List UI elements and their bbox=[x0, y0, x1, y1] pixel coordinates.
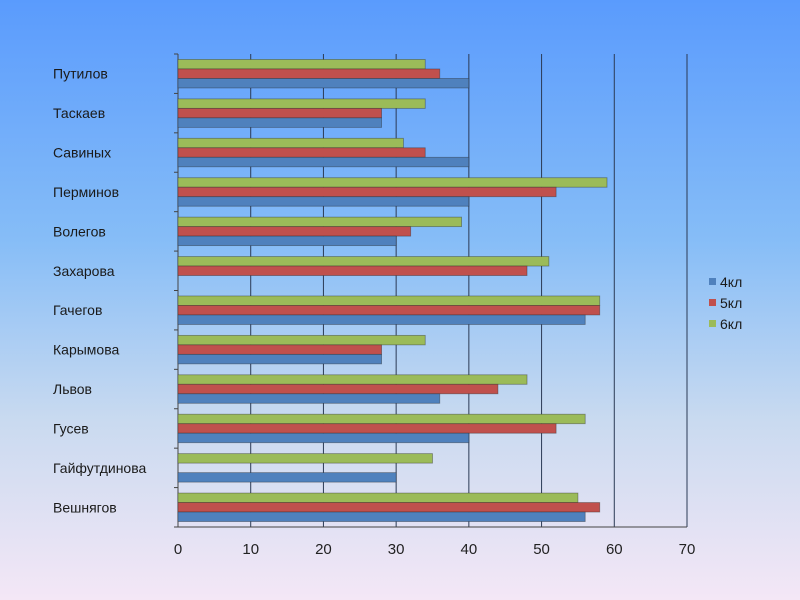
category-label: Захарова bbox=[53, 263, 115, 279]
bar-6кл-Путилов bbox=[177, 59, 426, 70]
bar-6кл-Вешнягов bbox=[177, 492, 579, 503]
bar-6кл-Гусев bbox=[177, 413, 586, 425]
legend-label: 5кл bbox=[720, 295, 742, 311]
bar-4кл-Львов bbox=[177, 393, 441, 404]
bar-4кл-Гайфутдинова bbox=[177, 472, 397, 483]
bar-5кл-Волегов bbox=[177, 226, 412, 237]
category-label: Львов bbox=[53, 381, 92, 397]
category-label: Волегов bbox=[53, 223, 106, 239]
bar-4кл-Волегов bbox=[177, 235, 397, 247]
category-label: Путилов bbox=[53, 66, 108, 82]
bar-4кл-Гусев bbox=[177, 432, 470, 444]
x-tick-label: 40 bbox=[461, 541, 478, 558]
bar-6кл-Таскаев bbox=[177, 98, 426, 109]
bar-5кл-Захарова bbox=[177, 265, 528, 276]
x-tick-label: 0 bbox=[174, 541, 182, 558]
bar-5кл-Вешнягов bbox=[177, 502, 601, 513]
bar-6кл-Карымова bbox=[177, 334, 426, 346]
x-tick-label: 20 bbox=[315, 541, 332, 558]
bar-4кл-Карымова bbox=[177, 353, 383, 365]
bar-4кл-Савиных bbox=[177, 156, 470, 168]
category-label: Савиных bbox=[53, 145, 111, 161]
bar-6кл-Гачегов bbox=[177, 295, 601, 306]
legend-swatch-5кл bbox=[709, 299, 716, 306]
legend-label: 4кл bbox=[720, 274, 742, 290]
bar-5кл-Гачегов bbox=[177, 305, 601, 316]
bar-5кл-Львов bbox=[177, 383, 499, 395]
category-label: Карымова bbox=[53, 342, 119, 358]
bar-5кл-Савиных bbox=[177, 147, 426, 158]
bar-5кл-Карымова bbox=[177, 344, 383, 355]
bar-5кл-Таскаев bbox=[177, 107, 383, 119]
x-tick-label: 10 bbox=[242, 541, 259, 558]
category-label: Гусев bbox=[53, 420, 89, 436]
legend-swatch-6кл bbox=[709, 320, 716, 327]
bar-4кл-Гачегов bbox=[177, 314, 586, 325]
bar-6кл-Волегов bbox=[177, 216, 462, 228]
legend-label: 6кл bbox=[720, 316, 742, 332]
category-label: Таскаев bbox=[53, 105, 105, 121]
x-tick-label: 30 bbox=[388, 541, 405, 558]
category-label: Вешнягов bbox=[53, 499, 117, 515]
category-label: Гачегов bbox=[53, 302, 102, 318]
bar-4кл-Таскаев bbox=[177, 117, 383, 128]
bar-5кл-Перминов bbox=[177, 186, 557, 198]
bar-6кл-Перминов bbox=[177, 177, 608, 188]
category-label: Гайфутдинова bbox=[53, 460, 146, 476]
bar-5кл-Путилов bbox=[177, 68, 441, 79]
bar-6кл-Львов bbox=[177, 374, 528, 385]
bar-5кл-Гусев bbox=[177, 423, 557, 434]
bar-4кл-Перминов bbox=[177, 196, 470, 207]
x-tick-label: 60 bbox=[606, 541, 623, 558]
x-tick-label: 70 bbox=[679, 541, 696, 558]
bar-4кл-Путилов bbox=[177, 78, 470, 89]
bar-6кл-Гайфутдинова bbox=[177, 453, 433, 464]
x-tick-label: 50 bbox=[533, 541, 550, 558]
category-label: Перминов bbox=[53, 184, 119, 200]
bar-6кл-Савиных bbox=[177, 137, 404, 149]
legend-swatch-4кл bbox=[709, 278, 716, 285]
bar-4кл-Вешнягов bbox=[177, 511, 586, 522]
bar-6кл-Захарова bbox=[177, 256, 550, 267]
